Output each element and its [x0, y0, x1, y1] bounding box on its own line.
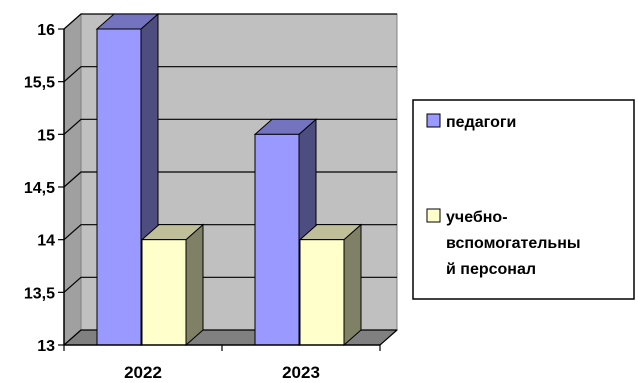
bar — [298, 223, 363, 347]
y-tick-label: 15 — [37, 127, 55, 144]
x-axis: 2022 2023 — [63, 329, 398, 382]
bar — [140, 223, 205, 347]
legend: педагоги учебно-вспомогательны й персонал — [412, 99, 635, 300]
gridline — [63, 66, 397, 83]
y-tick-label: 14 — [37, 233, 55, 250]
bar-side — [185, 223, 204, 347]
bar-front — [299, 239, 345, 346]
legend-label: педагоги — [446, 114, 516, 131]
x-tick-label: 2023 — [282, 363, 320, 382]
x-axis-depth — [379, 329, 398, 346]
bar-front — [254, 133, 300, 346]
y-tick-label: 13,5 — [24, 285, 55, 302]
y-tick-label: 14,5 — [24, 180, 55, 197]
legend-swatch — [426, 113, 441, 128]
y-tick-label: 13 — [37, 338, 55, 355]
legend-swatch — [426, 208, 441, 223]
y-tick-label: 16 — [37, 22, 55, 39]
legend-box — [412, 99, 635, 300]
legend-label: учебно-вспомогательны й персонал — [446, 209, 581, 278]
y-axis: 13 13,5 14 14,5 15 15,5 16 — [24, 22, 65, 355]
bar-front — [96, 28, 142, 346]
bar-front — [141, 239, 187, 346]
bars — [95, 12, 363, 347]
x-tick-label: 2022 — [124, 363, 162, 382]
bar-side — [343, 223, 362, 347]
y-tick-label: 15,5 — [24, 75, 55, 92]
gridline — [63, 13, 397, 30]
